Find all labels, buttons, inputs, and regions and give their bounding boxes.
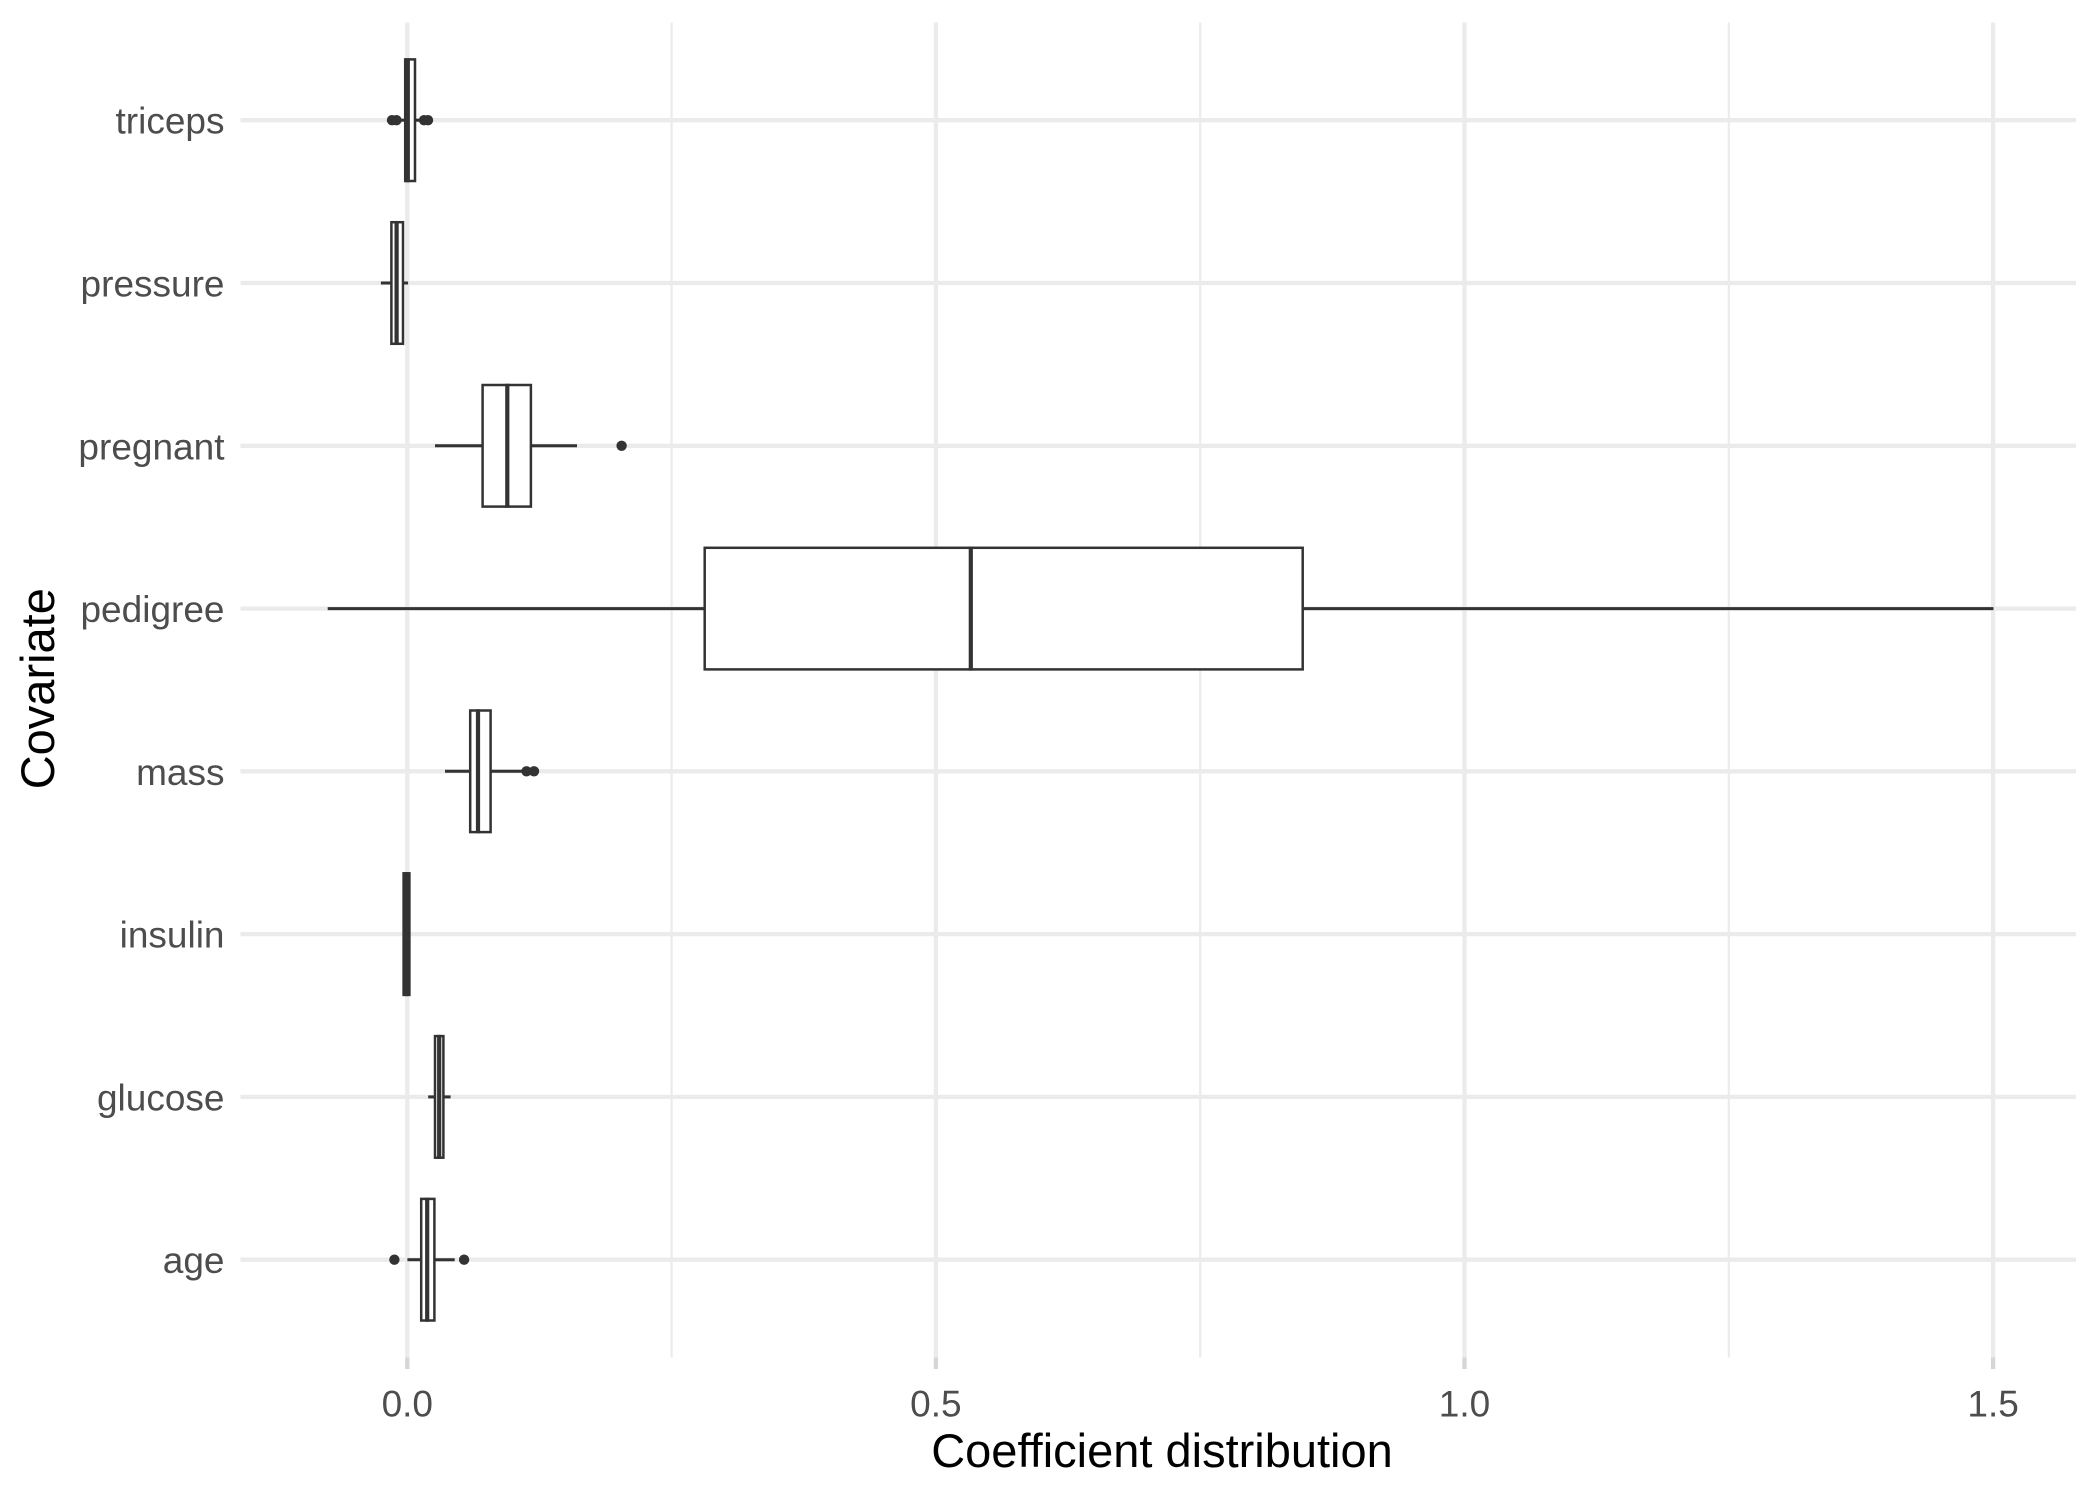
svg-text:pregnant: pregnant: [78, 426, 225, 467]
svg-text:age: age: [163, 1240, 225, 1281]
svg-text:pressure: pressure: [81, 264, 225, 305]
svg-text:pedigree: pedigree: [80, 589, 224, 630]
svg-text:1.5: 1.5: [1967, 1383, 2018, 1424]
svg-text:0.0: 0.0: [382, 1383, 433, 1424]
svg-text:0.5: 0.5: [910, 1383, 961, 1424]
svg-text:Covariate: Covariate: [11, 588, 64, 789]
svg-text:Coefficient distribution: Coefficient distribution: [931, 1424, 1393, 1477]
svg-text:mass: mass: [136, 752, 224, 793]
svg-text:insulin: insulin: [120, 915, 225, 956]
svg-text:1.0: 1.0: [1439, 1383, 1490, 1424]
svg-text:triceps: triceps: [116, 101, 225, 142]
svg-text:glucose: glucose: [97, 1077, 225, 1118]
